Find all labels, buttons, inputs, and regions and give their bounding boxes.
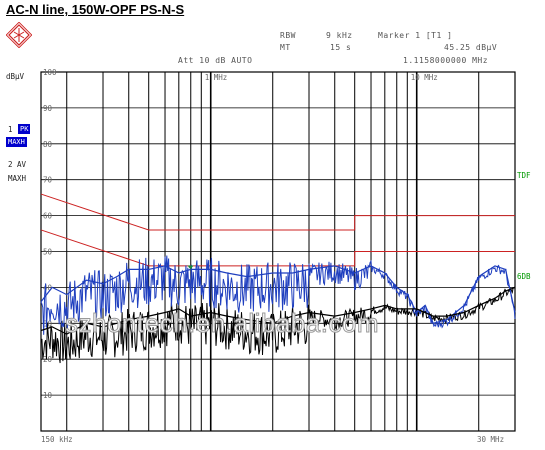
marker-1-triangle <box>187 265 194 270</box>
y-tick-label: 40 <box>43 283 53 292</box>
x-tick-label: 1 MHz <box>205 73 228 82</box>
trace1-detail <box>40 255 516 335</box>
limit-line <box>40 193 515 231</box>
limit-6db-label: 6DB <box>517 272 531 281</box>
tdf-label: TDF <box>517 171 531 180</box>
x-tick-label: 30 MHz <box>477 435 504 444</box>
traces <box>40 265 516 335</box>
rbw-value: 9 kHz <box>326 31 353 40</box>
y-tick-label: 80 <box>43 140 53 149</box>
x-tick-label: 10 MHz <box>411 73 438 82</box>
trace1-number: 1 <box>8 125 13 134</box>
rohde-schwarz-logo-icon <box>6 22 32 48</box>
trace1-mode[interactable]: MAXH <box>6 137 27 147</box>
y-tick-label: 90 <box>43 104 53 113</box>
trace1-line <box>40 265 516 325</box>
mt-value: 15 s <box>330 43 352 52</box>
y-tick-label: 70 <box>43 176 53 185</box>
trace1-tag[interactable]: PK <box>18 124 31 134</box>
page-title: AC-N line, 150W-OPF PS-N-S <box>6 2 185 17</box>
mt-label: MT <box>280 43 291 52</box>
trace2-label: 2 AV <box>8 160 27 169</box>
vertical-grid <box>66 72 480 431</box>
x-tick-labels: 150 kHz 1 MHz 10 MHz 30 MHz <box>41 73 504 444</box>
trace2-mode: MAXH <box>8 174 27 183</box>
x-tick-label: 150 kHz <box>41 435 73 444</box>
y-tick-label: 10 <box>43 391 53 400</box>
marker-frequency: 1.1158000000 MHz <box>403 56 489 65</box>
limit-line <box>40 229 515 267</box>
unit-label: dBµV <box>6 72 25 81</box>
attenuation-label: Att 10 dB AUTO <box>178 56 253 65</box>
y-tick-label: 60 <box>43 212 53 221</box>
rbw-label: RBW <box>280 31 296 40</box>
watermark-text: szhontech.en.alibaba.com <box>64 308 380 339</box>
y-tick-label: 100 <box>43 68 57 77</box>
y-tick-label: 20 <box>43 355 53 364</box>
y-tick-label: 50 <box>43 248 53 257</box>
trace-markers <box>187 265 194 270</box>
limit-lines <box>40 193 515 267</box>
marker-label: Marker 1 [T1 ] <box>378 31 453 40</box>
marker-level: 45.25 dBµV <box>444 43 498 52</box>
trace2-line <box>40 286 516 335</box>
